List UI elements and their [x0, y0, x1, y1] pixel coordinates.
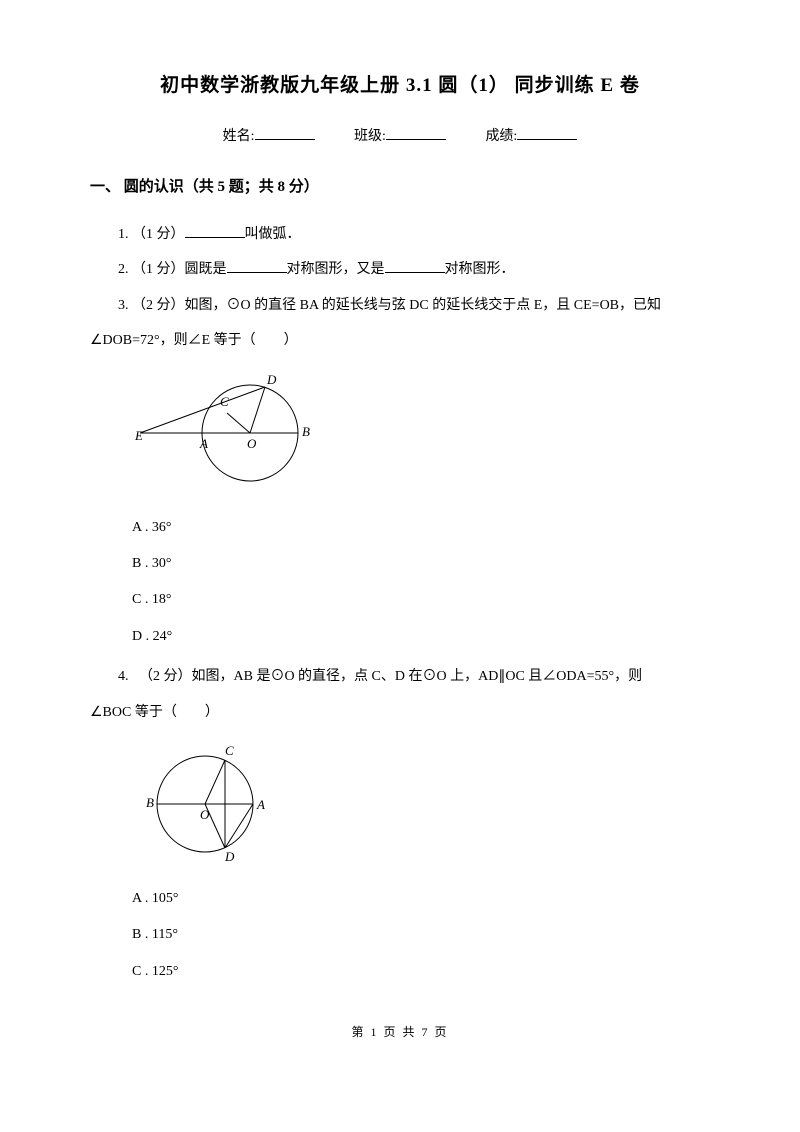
class-label: 班级:: [354, 129, 386, 144]
question-4-line1: 4. （2 分）如图，AB 是⊙O 的直径，点 C、D 在⊙O 上，AD∥OC …: [90, 662, 710, 691]
q4-label-b: B: [146, 795, 154, 810]
q3-option-b[interactable]: B . 30°: [132, 553, 710, 575]
q2-blank-1[interactable]: [227, 258, 287, 273]
q3-label-b: B: [302, 424, 310, 439]
q4-option-b[interactable]: B . 115°: [132, 924, 710, 946]
section-heading: 一、 圆的认识（共 5 题；共 8 分）: [90, 175, 710, 196]
q4-options: A . 105° B . 115° C . 125°: [132, 888, 710, 983]
q1-suffix: 叫做弧．: [245, 227, 301, 242]
q3-option-d[interactable]: D . 24°: [132, 626, 710, 648]
header-fields: 姓名: 班级: 成绩:: [90, 125, 710, 145]
question-2: 2. （1 分）圆既是 对称图形，又是 对称图形．: [90, 255, 710, 284]
q3-option-c[interactable]: C . 18°: [132, 589, 710, 611]
name-blank[interactable]: [255, 125, 315, 140]
q3-label-d: D: [266, 372, 277, 387]
q3-label-e: E: [134, 428, 143, 443]
name-label: 姓名:: [223, 129, 255, 144]
score-blank[interactable]: [517, 125, 577, 140]
q3-option-a[interactable]: A . 36°: [132, 517, 710, 539]
question-1: 1. （1 分） 叫做弧．: [90, 220, 710, 249]
question-3-line2: ∠DOB=72°，则∠E 等于（ ）: [90, 326, 710, 355]
q2-blank-2[interactable]: [385, 258, 445, 273]
q4-option-a[interactable]: A . 105°: [132, 888, 710, 910]
score-label: 成绩:: [485, 129, 517, 144]
question-4-line2: ∠BOC 等于（ ）: [90, 698, 710, 727]
q4-label-a: A: [256, 797, 265, 812]
q2-mid: 对称图形，又是: [287, 262, 385, 277]
q3-options: A . 36° B . 30° C . 18° D . 24°: [132, 517, 710, 649]
q4-label-d: D: [224, 849, 235, 864]
q2-suffix: 对称图形．: [445, 262, 515, 277]
q3-label-c: C: [220, 394, 229, 409]
question-3-line1: 3. （2 分）如图，⊙O 的直径 BA 的延长线与弦 DC 的延长线交于点 E…: [90, 291, 710, 320]
page-footer: 第 1 页 共 7 页: [90, 1023, 710, 1040]
q4-figure: B O A C D: [130, 739, 710, 874]
q4-label-o: O: [200, 807, 210, 822]
class-blank[interactable]: [386, 125, 446, 140]
q3-figure: E A O B C D: [130, 368, 710, 503]
q3-label-a: A: [199, 436, 208, 451]
q4-label-c: C: [225, 743, 234, 758]
q1-blank[interactable]: [185, 223, 245, 238]
q2-prefix: 2. （1 分）圆既是: [118, 262, 227, 277]
q1-prefix: 1. （1 分）: [118, 227, 185, 242]
page-title: 初中数学浙教版九年级上册 3.1 圆（1） 同步训练 E 卷: [90, 70, 710, 97]
q4-option-c[interactable]: C . 125°: [132, 961, 710, 983]
q3-label-o: O: [247, 436, 257, 451]
